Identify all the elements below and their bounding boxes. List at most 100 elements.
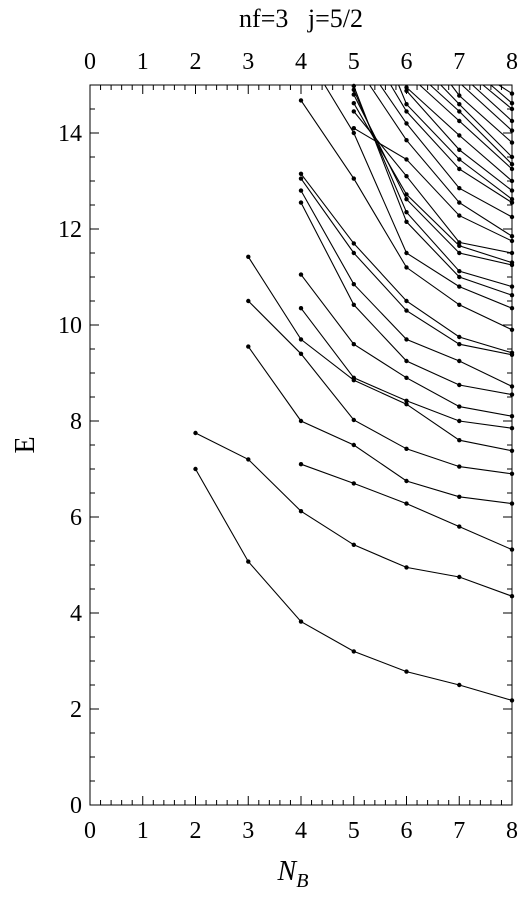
data-point: [351, 241, 356, 246]
data-point: [457, 93, 462, 98]
data-point: [457, 334, 462, 340]
data-point: [404, 669, 409, 674]
data-point: [404, 250, 409, 256]
data-point: [509, 140, 515, 145]
data-point: [509, 284, 515, 289]
series-line-20: [353, 127, 513, 242]
x-axis-label-subscript: B: [296, 870, 308, 892]
y-tick-label: 0: [70, 793, 82, 819]
x-tick-label-top: 4: [295, 49, 307, 75]
data-point: [404, 174, 409, 179]
data-point: [457, 186, 462, 191]
data-point: [509, 414, 515, 419]
data-point: [298, 171, 304, 176]
data-point: [298, 337, 304, 342]
series-line-6: [247, 256, 513, 452]
data-point: [457, 494, 462, 499]
data-point: [509, 501, 515, 506]
data-point: [509, 162, 515, 167]
series-line-1: [195, 468, 513, 701]
data-point: [457, 438, 462, 443]
data-point: [404, 88, 409, 94]
data-point: [509, 128, 515, 133]
data-point: [404, 192, 409, 197]
series-line-28: [429, 84, 513, 165]
data-point: [509, 250, 515, 256]
series-line-22: [379, 84, 513, 218]
data-point: [457, 382, 462, 388]
x-tick-label-bottom: 0: [84, 818, 96, 844]
data-point: [351, 83, 356, 89]
data-point: [298, 188, 304, 193]
data-point: [246, 344, 251, 349]
data-point: [457, 404, 462, 409]
top-axis-labels: 0 1 2 3 4 5 6 7 8: [84, 49, 518, 75]
data-point: [404, 298, 409, 304]
data-point: [351, 176, 356, 181]
data-point: [457, 302, 462, 307]
data-point: [404, 102, 409, 107]
plot-frame: [89, 84, 513, 806]
data-point: [404, 210, 409, 215]
y-tick-label: 6: [70, 505, 82, 531]
data-point: [298, 272, 304, 277]
data-point: [509, 594, 515, 599]
data-point: [351, 282, 356, 287]
data-point: [246, 457, 251, 462]
data-point: [298, 462, 304, 467]
data-point: [351, 250, 356, 256]
data-point: [509, 327, 515, 332]
data-point: [246, 559, 251, 564]
data-point: [404, 265, 409, 270]
data-point: [404, 308, 409, 313]
data-point: [404, 85, 409, 90]
series-line-31: [461, 84, 513, 132]
data-point: [351, 87, 356, 93]
data-point: [457, 102, 462, 107]
data-point: [404, 337, 409, 342]
bottom-axis-labels: 0 1 2 3 4 5 6 7 8: [84, 818, 518, 844]
x-tick-label-bottom: 8: [506, 818, 518, 844]
data-point: [404, 121, 409, 126]
data-point: [457, 200, 462, 205]
data-point: [351, 130, 356, 136]
data-point: [351, 302, 356, 307]
series-line-34: [490, 84, 513, 104]
data-point: [509, 260, 515, 265]
data-point: [457, 358, 462, 364]
data-point: [298, 176, 304, 181]
data-point: [298, 509, 304, 514]
data-point: [509, 197, 515, 202]
data-point: [457, 524, 462, 529]
data-point: [457, 682, 462, 688]
x-tick-label-bottom: 6: [401, 818, 413, 844]
series-line-18: [353, 102, 513, 264]
data-point: [404, 398, 409, 403]
data-point: [509, 106, 515, 112]
data-point: [404, 501, 409, 506]
y-tick-label: 14: [58, 121, 82, 147]
data-point: [457, 464, 462, 469]
x-tick-label-bottom: 1: [137, 818, 149, 844]
data-point: [193, 430, 198, 436]
data-point: [509, 178, 515, 184]
series-line-9: [300, 202, 513, 396]
data-point: [351, 101, 356, 106]
data-point: [509, 547, 515, 552]
series-line-15: [353, 85, 513, 296]
y-axis-label: E: [10, 436, 41, 453]
data-point: [457, 418, 462, 424]
data-point: [298, 418, 304, 424]
data-point: [351, 92, 356, 97]
data-point: [351, 342, 356, 347]
x-tick-label-bottom: 2: [190, 818, 202, 844]
data-point: [404, 446, 409, 451]
series-line-5: [247, 300, 513, 475]
data-point: [457, 284, 462, 289]
data-point: [193, 466, 198, 472]
data-point: [404, 197, 409, 202]
data-point: [509, 384, 515, 389]
x-tick-label-top: 3: [242, 49, 254, 75]
x-tick-label-top: 0: [84, 49, 96, 75]
data-point: [404, 565, 409, 570]
